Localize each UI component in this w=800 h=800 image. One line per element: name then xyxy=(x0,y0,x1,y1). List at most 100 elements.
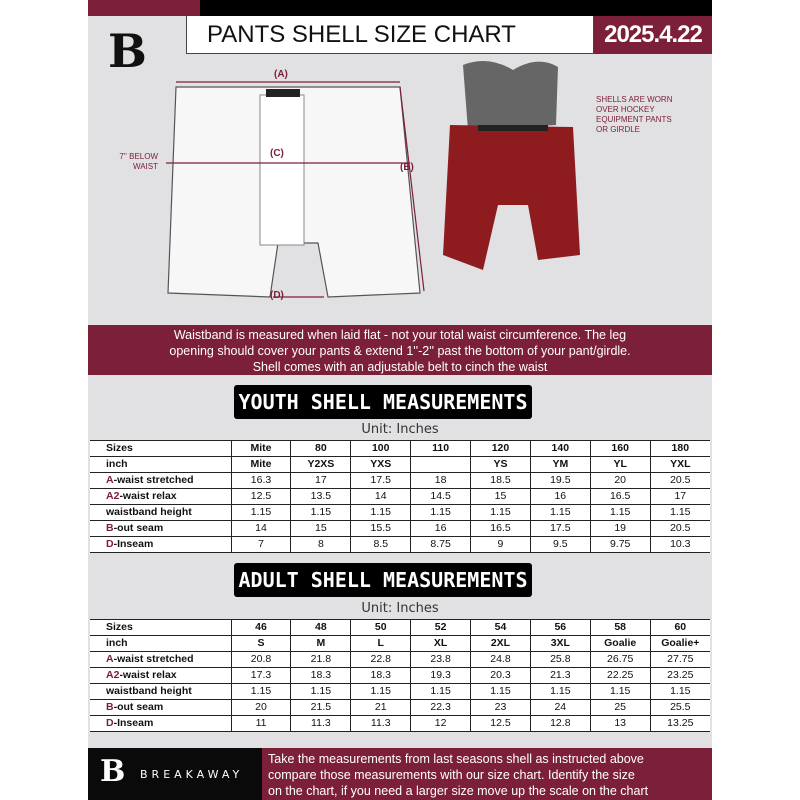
table-row: B-out seam 20 21.5 21 22.3 23 24 25 25.5 xyxy=(90,699,710,716)
table-cell: 15 xyxy=(470,488,531,505)
table-cell: 13.5 xyxy=(290,488,352,505)
label-c: (C) xyxy=(270,148,284,159)
table-row: waistband height 1.15 1.15 1.15 1.15 1.15 1.15… xyxy=(90,683,710,700)
row-label: A-waist stretched xyxy=(90,651,232,668)
table-cell: 16.3 xyxy=(231,472,292,489)
row-label: D-Inseam xyxy=(90,715,232,732)
adult-section-title: ADULT SHELL MEASUREMENTS xyxy=(234,563,532,597)
footer-brand: B BREAKAWAY xyxy=(88,748,262,800)
instruction-line: opening should cover your pants & extend… xyxy=(169,344,631,358)
table-cell: 11 xyxy=(231,715,292,732)
table-cell xyxy=(410,456,472,473)
youth-size-table: Sizes Mite 80 100 110 120 140 160 180 inch Mite Y2X… xyxy=(90,440,710,553)
table-cell: YS xyxy=(470,456,531,473)
table-cell: 21 xyxy=(350,699,412,716)
measurement-key: B xyxy=(106,701,114,713)
table-cell: 23 xyxy=(470,699,531,716)
table-cell: 12 xyxy=(410,715,472,732)
table-cell: 25.5 xyxy=(650,699,710,716)
label-d: (D) xyxy=(270,290,284,301)
measurement-label: Sizes xyxy=(106,621,133,633)
table-cell: 140 xyxy=(530,440,591,457)
table-row: Sizes 46 48 50 52 54 56 58 60 xyxy=(90,619,710,636)
table-cell: 120 xyxy=(470,440,531,457)
table-cell: 24.8 xyxy=(470,651,531,668)
measurement-key: A2 xyxy=(106,669,120,681)
table-cell: 110 xyxy=(410,440,472,457)
measurement-label: -waist relax xyxy=(119,669,177,681)
table-cell: 14.5 xyxy=(410,488,472,505)
worn-note: SHELLS ARE WORN OVER HOCKEY EQUIPMENT PA… xyxy=(596,95,673,134)
measurement-label: -Inseam xyxy=(113,538,154,550)
table-cell: YXS xyxy=(350,456,412,473)
table-cell: 17 xyxy=(650,488,710,505)
row-label: A2-waist relax xyxy=(90,488,232,505)
table-cell: 13 xyxy=(590,715,651,732)
table-row: D-Inseam 7 8 8.5 8.75 9 9.5 9.75 10.3 xyxy=(90,536,710,553)
table-cell: 18.3 xyxy=(290,667,352,684)
footer-logo: B xyxy=(100,754,126,789)
table-cell: 180 xyxy=(650,440,710,457)
table-cell: 160 xyxy=(590,440,651,457)
table-cell: 20 xyxy=(590,472,651,489)
table-cell: 1.15 xyxy=(410,504,472,521)
footer-line: Take the measurements from last seasons … xyxy=(268,752,644,766)
table-cell: 23.8 xyxy=(410,651,472,668)
table-cell: 12.5 xyxy=(231,488,292,505)
measurement-label: -Inseam xyxy=(113,717,154,729)
table-cell: M xyxy=(290,635,352,652)
table-cell: 20.8 xyxy=(231,651,292,668)
table-cell: 21.8 xyxy=(290,651,352,668)
table-cell: 17.3 xyxy=(231,667,292,684)
table-cell: 1.15 xyxy=(650,683,710,700)
measurement-label: -waist stretched xyxy=(113,653,194,665)
table-cell: 10.3 xyxy=(650,536,710,553)
label-b: (B) xyxy=(400,162,414,173)
table-cell: 16 xyxy=(530,488,591,505)
table-cell: S xyxy=(231,635,292,652)
row-label: inch xyxy=(90,635,232,652)
table-cell: 20.3 xyxy=(470,667,531,684)
table-cell: 1.15 xyxy=(290,683,352,700)
table-cell: 17.5 xyxy=(530,520,591,537)
table-cell: 56 xyxy=(530,619,591,636)
row-label: A-waist stretched xyxy=(90,472,232,489)
table-row: inch Mite Y2XS YXS YS YM YL YXL xyxy=(90,456,710,473)
table-cell: 13.25 xyxy=(650,715,710,732)
table-cell: 54 xyxy=(470,619,531,636)
table-cell: 1.15 xyxy=(530,683,591,700)
table-cell: 20 xyxy=(231,699,292,716)
table-cell: 17 xyxy=(290,472,352,489)
measurement-label: Sizes xyxy=(106,442,133,454)
footer-instructions: Take the measurements from last seasons … xyxy=(262,748,712,800)
table-row: D-Inseam 11 11.3 11.3 12 12.5 12.8 13 13.25 xyxy=(90,715,710,732)
table-cell: YL xyxy=(590,456,651,473)
table-cell: 14 xyxy=(350,488,412,505)
top-bar-black xyxy=(200,0,712,16)
brand-name: BREAKAWAY xyxy=(140,768,244,781)
measurement-key: A xyxy=(106,653,114,665)
table-cell: 7 xyxy=(231,536,292,553)
table-row: waistband height 1.15 1.15 1.15 1.15 1.15 1.15… xyxy=(90,504,710,521)
pants-diagram xyxy=(166,81,425,298)
table-row: inch S M L XL 2XL 3XL Goalie Goalie+ xyxy=(90,635,710,652)
measurement-label: -out seam xyxy=(113,701,164,713)
measurement-label: waistband height xyxy=(106,506,192,518)
table-cell: 46 xyxy=(231,619,292,636)
table-cell: 8.75 xyxy=(410,536,472,553)
table-cell: 15.5 xyxy=(350,520,412,537)
table-cell: 25.8 xyxy=(530,651,591,668)
table-cell: 16.5 xyxy=(470,520,531,537)
table-cell: 20.5 xyxy=(650,520,710,537)
table-cell: 18 xyxy=(410,472,472,489)
date-badge: 2025.4.22 xyxy=(594,16,712,54)
table-row: Sizes Mite 80 100 110 120 140 160 180 xyxy=(90,440,710,457)
table-cell: 22.8 xyxy=(350,651,412,668)
table-cell: L xyxy=(350,635,412,652)
table-cell: 23.25 xyxy=(650,667,710,684)
table-cell: YM xyxy=(530,456,591,473)
top-bar-maroon xyxy=(88,0,200,16)
table-cell: 22.25 xyxy=(590,667,651,684)
table-cell: 1.15 xyxy=(231,683,292,700)
measurement-key: D xyxy=(106,538,114,550)
